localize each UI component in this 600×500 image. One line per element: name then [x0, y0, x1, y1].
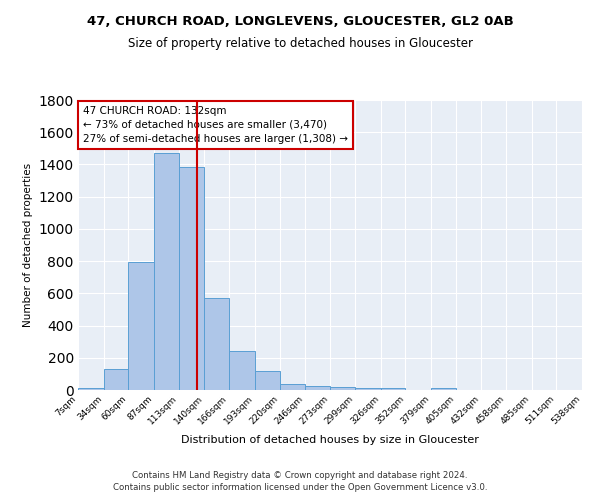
Bar: [280, 384, 305, 390]
Bar: [355, 388, 381, 390]
Bar: [128, 262, 154, 390]
Text: 47, CHURCH ROAD, LONGLEVENS, GLOUCESTER, GL2 0AB: 47, CHURCH ROAD, LONGLEVENS, GLOUCESTER,…: [86, 15, 514, 28]
Text: 47 CHURCH ROAD: 132sqm
← 73% of detached houses are smaller (3,470)
27% of semi-: 47 CHURCH ROAD: 132sqm ← 73% of detached…: [83, 106, 348, 144]
Bar: [431, 388, 456, 390]
Bar: [381, 388, 406, 390]
Bar: [305, 386, 331, 390]
Bar: [331, 387, 355, 390]
Bar: [254, 372, 280, 390]
Text: Contains HM Land Registry data © Crown copyright and database right 2024.: Contains HM Land Registry data © Crown c…: [132, 471, 468, 480]
Bar: [154, 153, 179, 390]
X-axis label: Distribution of detached houses by size in Gloucester: Distribution of detached houses by size …: [181, 434, 479, 444]
Bar: [179, 167, 204, 390]
Bar: [229, 350, 254, 390]
Bar: [204, 298, 229, 390]
Text: Contains public sector information licensed under the Open Government Licence v3: Contains public sector information licen…: [113, 484, 487, 492]
Bar: [104, 369, 128, 390]
Text: Size of property relative to detached houses in Gloucester: Size of property relative to detached ho…: [128, 38, 473, 51]
Bar: [78, 388, 104, 390]
Y-axis label: Number of detached properties: Number of detached properties: [23, 163, 33, 327]
